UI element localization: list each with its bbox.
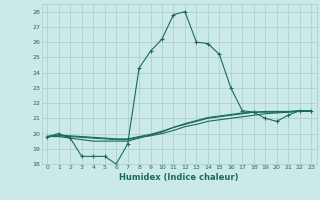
X-axis label: Humidex (Indice chaleur): Humidex (Indice chaleur) [119, 173, 239, 182]
